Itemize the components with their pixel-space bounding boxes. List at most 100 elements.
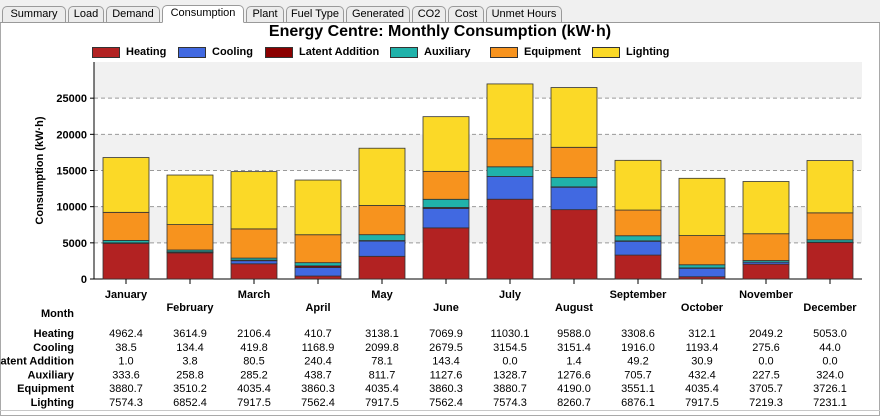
table-cell: 4035.4 [685,383,719,395]
bar-segment-auxiliary [550,177,598,188]
table-row-label: Equipment [17,383,74,395]
x-tick-label: August [555,302,593,314]
table-cell: 143.4 [432,356,460,368]
table-cell: 2049.2 [749,328,783,340]
bar-segment-lighting [230,171,278,230]
x-tick-label: December [803,302,857,314]
bar-segment-equipment [294,234,342,264]
table-cell: 78.1 [371,356,392,368]
table-cell: 258.8 [176,369,204,381]
bar-segment-equipment [486,138,534,168]
table-cell: 419.8 [240,342,268,354]
tab-consumption[interactable]: Consumption [162,5,244,23]
bar-segment-lighting [614,159,662,211]
bar-segment-equipment [422,170,470,200]
tab-fuel-type[interactable]: Fuel Type [286,6,344,22]
bar-segment-cooling [294,267,342,277]
bar-segment-lighting [422,116,470,172]
tab-generated[interactable]: Generated [346,6,410,22]
table-cell: 7231.1 [813,397,847,409]
table-cell: 3.8 [182,356,197,368]
x-tick-label: November [739,289,794,301]
legend-swatch-equipment [490,47,518,58]
table-cell: 3860.3 [301,383,335,395]
bar-segment-heating [294,275,342,280]
bar-segment-equipment [102,211,150,241]
bar-segment-lighting [102,157,150,213]
table-cell: 3510.2 [173,383,207,395]
table-cell: 6876.1 [621,397,655,409]
table-cell: 8260.7 [557,397,591,409]
table-row-label: Lighting [31,397,74,409]
legend-label-heating: Heating [126,46,167,58]
tab-load[interactable]: Load [68,6,104,22]
table-cell: 2099.8 [365,342,399,354]
table-cell: 3308.6 [621,328,655,340]
table-cell: 11030.1 [491,328,530,340]
bar-segment-heating [358,255,406,280]
bar-segment-lighting [294,179,342,236]
x-tick-label: July [499,289,522,301]
table-cell: 1328.7 [493,369,527,381]
table-cell: 240.4 [304,356,332,368]
tab-summary[interactable]: Summary [2,6,66,22]
table-cell: 4035.4 [365,383,399,395]
table-cell: 7917.5 [685,397,719,409]
table-row-label: Cooling [33,342,74,354]
y-tick-label: 15000 [56,166,87,178]
table-cell: 227.5 [752,369,780,381]
table-cell: 0.0 [758,356,773,368]
tab-plant[interactable]: Plant [246,6,284,22]
table-cell: 4962.4 [109,328,143,340]
table-cell: 3551.1 [621,383,655,395]
y-tick-label: 10000 [56,202,87,214]
table-cell: 811.7 [369,369,396,381]
table-cell: 275.6 [752,342,780,354]
table-cell: 3705.7 [749,383,783,395]
bar-segment-cooling [358,240,406,257]
tab-unmet-hours[interactable]: Unmet Hours [486,6,562,22]
x-tick-label: February [166,302,214,314]
table-cell: 1127.6 [430,369,463,381]
tab-cost[interactable]: Cost [448,6,484,22]
table-cell: 1916.0 [621,342,655,354]
bar-segment-cooling [550,186,598,211]
y-axis-label: Consumption (kW·h) [34,116,46,224]
table-cell: 134.4 [176,342,204,354]
bar-segment-auxiliary [422,198,470,208]
bar-segment-auxiliary [614,235,662,242]
bar-segment-equipment [230,228,278,259]
table-cell: 6852.4 [173,397,207,409]
tab-demand[interactable]: Demand [106,6,160,22]
bar-segment-auxiliary [294,262,342,267]
legend-swatch-latent-addition [265,47,293,58]
bar-segment-equipment [678,235,726,266]
table-cell: 0.0 [502,356,517,368]
table-cell: 44.0 [819,342,840,354]
table-cell: 30.9 [691,356,712,368]
table-cell: 3151.4 [557,342,591,354]
bar-segment-lighting [166,174,214,225]
legend-swatch-cooling [178,47,206,58]
x-tick-label: May [371,289,393,301]
table-cell: 0.0 [822,356,837,368]
x-tick-label: October [681,302,724,314]
bar-segment-cooling [614,240,662,256]
bar-segment-cooling [486,175,534,200]
y-tick-label: 0 [81,274,87,286]
table-cell: 324.0 [816,369,844,381]
table-cell: 1.0 [118,356,133,368]
table-cell: 80.5 [243,356,264,368]
tab-co2[interactable]: CO2 [412,6,446,22]
bar-segment-heating [806,242,854,280]
table-cell: 410.7 [304,328,332,340]
bottom-divider [0,410,880,411]
bar-segment-heating [614,254,662,280]
bar-segment-heating [230,263,278,280]
grid-band [94,206,862,243]
table-cell: 7574.3 [109,397,143,409]
table-cell: 1193.4 [686,342,719,354]
bar-segment-lighting [806,160,854,214]
table-cell: 3860.3 [429,383,463,395]
